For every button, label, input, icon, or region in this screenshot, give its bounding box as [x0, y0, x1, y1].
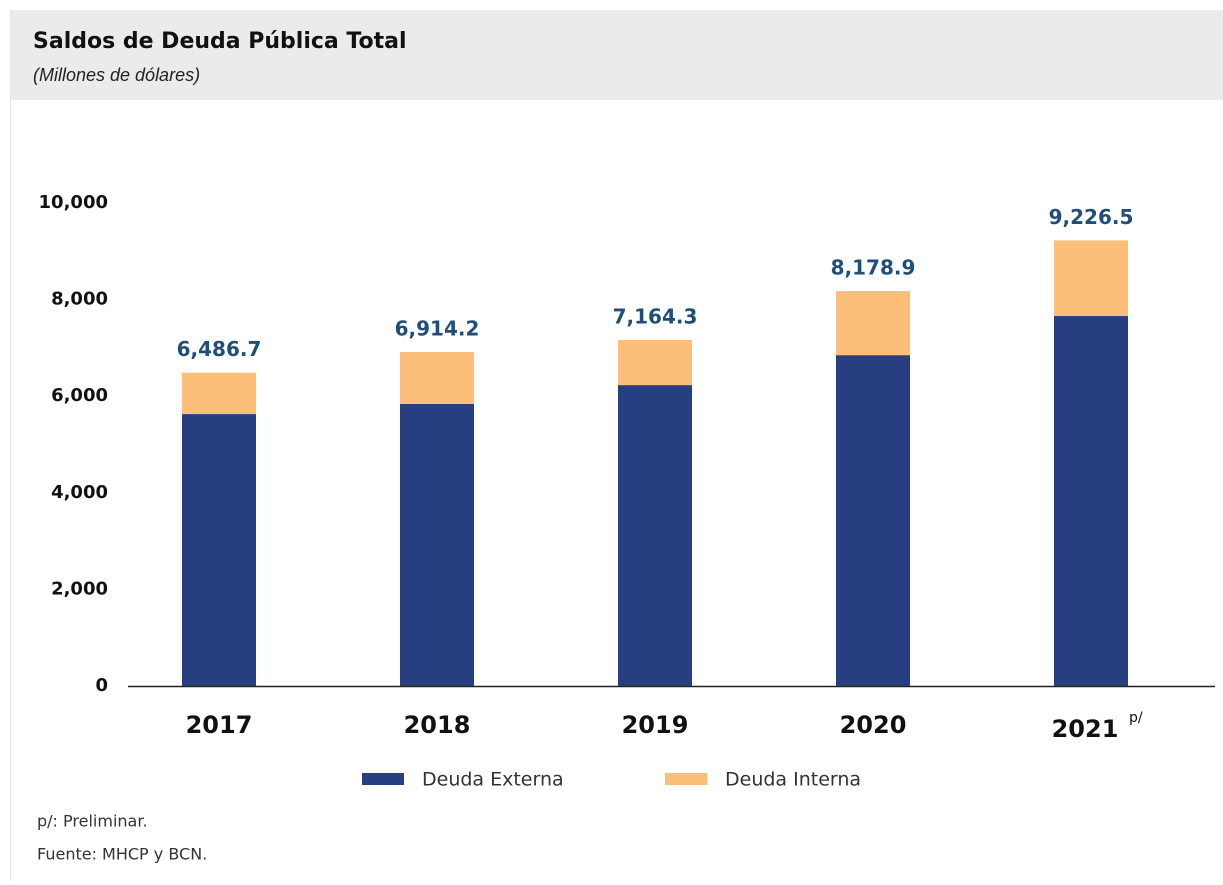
bar-segment	[618, 385, 692, 686]
bar-segment	[182, 414, 256, 686]
total-label: 6,914.2	[395, 317, 480, 341]
y-tick-label: 8,000	[51, 289, 108, 310]
legend-label: Deuda Interna	[725, 769, 861, 791]
bar-segment	[836, 355, 910, 686]
category-note: p/	[1129, 710, 1143, 726]
header-band	[10, 10, 1223, 100]
footnote: p/: Preliminar.	[37, 812, 148, 831]
bar-segment	[618, 339, 692, 386]
y-tick-label: 6,000	[51, 385, 108, 406]
bar-segment	[400, 352, 474, 404]
bar-segment	[182, 372, 256, 415]
bar-segment	[1054, 240, 1128, 317]
total-label: 8,178.9	[831, 255, 916, 279]
y-tick-label: 2,000	[51, 578, 108, 599]
chart-subtitle: (Millones de dólares)	[33, 65, 200, 85]
source-note: Fuente: MHCP y BCN.	[37, 845, 207, 864]
legend-label: Deuda Externa	[422, 769, 564, 791]
x-tick-label: 2018	[404, 711, 471, 739]
legend-swatch	[362, 773, 404, 785]
x-tick-label: 2017	[186, 711, 253, 739]
total-label: 7,164.3	[613, 304, 698, 328]
y-tick-label: 4,000	[51, 482, 108, 503]
bar-segment	[400, 403, 474, 686]
x-tick-label: 2020	[840, 711, 907, 739]
legend-swatch	[665, 773, 707, 785]
y-tick-label: 0	[95, 675, 108, 696]
y-tick-label: 10,000	[39, 192, 108, 213]
chart-title: Saldos de Deuda Pública Total	[33, 29, 407, 54]
x-tick-label: 2021	[1052, 715, 1119, 743]
total-label: 6,486.7	[177, 337, 262, 361]
bar-segment	[836, 290, 910, 356]
bar-segment	[1054, 316, 1128, 686]
x-tick-label: 2019	[622, 711, 689, 739]
total-label: 9,226.5	[1049, 205, 1134, 229]
